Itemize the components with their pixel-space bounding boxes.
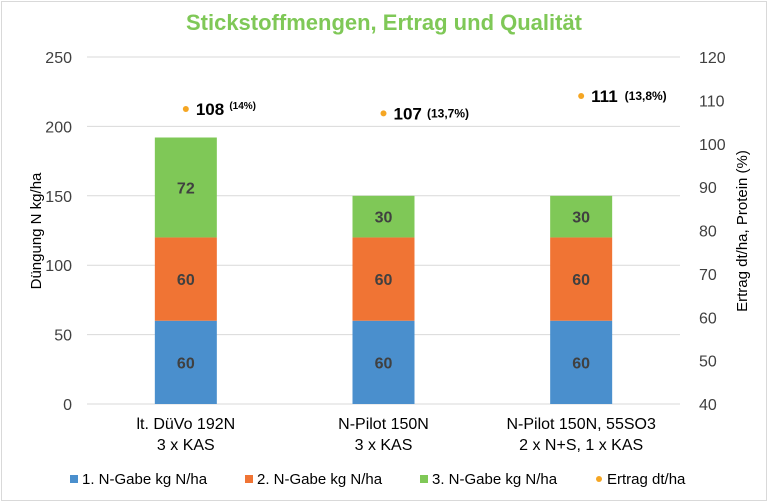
bar-data-label: 60	[375, 355, 393, 372]
ertrag-point	[182, 106, 189, 113]
point-data-label: 107	[394, 104, 422, 123]
point-sublabel: (13,7%)	[427, 106, 469, 120]
bar-data-label: 30	[572, 210, 590, 227]
ertrag-point	[578, 93, 585, 100]
ertrag-point	[380, 110, 387, 117]
bar-segment-2	[550, 237, 613, 321]
bar-segment-3	[352, 195, 415, 238]
y2-tick-label: 80	[699, 224, 717, 241]
y2-tick-label: 120	[699, 50, 726, 67]
legend-label: 2. N-Gabe kg N/ha	[257, 471, 383, 488]
x-tick-label: lt. DüVo 192N	[136, 416, 235, 433]
y2-axis-label: Ertrag dt/ha, Protein (%)	[734, 150, 751, 312]
y-tick-label: 50	[54, 328, 72, 345]
bar-segment-1	[154, 320, 217, 404]
legend-swatch	[420, 475, 428, 483]
y2-tick-label: 90	[699, 180, 717, 197]
y-tick-label: 150	[45, 189, 72, 206]
legend-label: 3. N-Gabe kg N/ha	[432, 471, 558, 488]
bar-segment-1	[550, 320, 613, 404]
bar-data-label: 60	[572, 355, 590, 372]
bar-data-label: 60	[375, 272, 393, 289]
x-tick-label: 2 x N+S, 1 x KAS	[519, 437, 643, 454]
bar-segment-3	[550, 195, 613, 238]
bar-data-label: 72	[177, 180, 195, 197]
y-axis-label: Düngung N kg/ha	[28, 172, 45, 289]
bar-segment-2	[352, 237, 415, 321]
y-tick-label: 200	[45, 119, 72, 136]
bar-segment-1	[352, 320, 415, 404]
legend-swatch	[70, 475, 78, 483]
bar-data-label: 30	[375, 210, 393, 227]
bar-data-label: 60	[177, 272, 195, 289]
chart-title: Stickstoffmengen, Ertrag und Qualität	[186, 10, 583, 35]
x-tick-label: N-Pilot 150N	[338, 416, 429, 433]
point-sublabel: (13,8%)	[625, 89, 667, 103]
point-sublabel: (14%)	[229, 101, 256, 112]
bar-data-label: 60	[177, 355, 195, 372]
bar-segment-2	[154, 237, 217, 321]
y-tick-label: 100	[45, 258, 72, 275]
y2-tick-label: 70	[699, 267, 717, 284]
y2-tick-label: 60	[699, 310, 717, 327]
x-tick-label: N-Pilot 150N, 55SO3	[506, 416, 656, 433]
bar-segment-3	[154, 137, 217, 238]
legend-swatch	[596, 476, 602, 482]
legend-swatch	[245, 475, 253, 483]
y-tick-label: 0	[63, 397, 72, 414]
x-tick-label: 3 x KAS	[355, 437, 413, 454]
point-data-label: 111	[591, 87, 618, 106]
legend-label: Ertrag dt/ha	[607, 471, 686, 488]
legend-label: 1. N-Gabe kg N/ha	[82, 471, 208, 488]
y2-tick-label: 40	[699, 397, 717, 414]
point-data-label: 108	[196, 100, 224, 119]
x-tick-label: 3 x KAS	[157, 437, 215, 454]
bar-data-label: 60	[572, 272, 590, 289]
y2-tick-label: 50	[699, 354, 717, 371]
y2-tick-label: 110	[699, 93, 725, 110]
y2-tick-label: 100	[699, 137, 726, 154]
y-tick-label: 250	[45, 50, 72, 67]
